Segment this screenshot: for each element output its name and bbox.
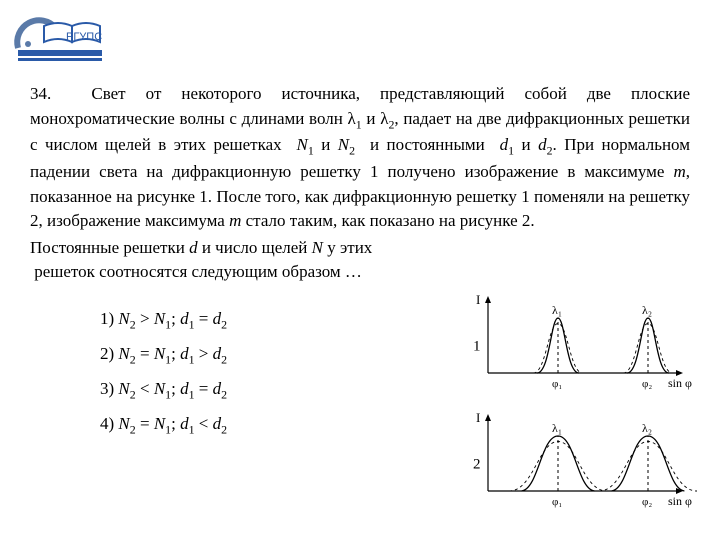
- svg-text:1: 1: [473, 339, 481, 355]
- problem-body: 34. Свет от некоторого источника, предст…: [30, 82, 690, 234]
- svg-text:I: I: [476, 410, 480, 425]
- diagrams-area: Isin φ 1 λ₁ φ₁ λ₂ φ₂ Isin φ 2 λ₁ φ₁ λ₂ φ₂: [468, 288, 698, 524]
- diagram-2: Isin φ 2 λ₁ φ₁ λ₂ φ₂: [468, 406, 698, 516]
- svg-text:λ₂: λ₂: [642, 421, 652, 435]
- svg-text:sin φ: sin φ: [668, 376, 692, 390]
- svg-text:φ₂: φ₂: [642, 496, 652, 508]
- svg-text:I: I: [476, 292, 480, 307]
- svg-text:φ₁: φ₁: [552, 496, 562, 508]
- svg-text:λ₁: λ₁: [552, 303, 562, 317]
- logo-text: РГУПС: [66, 31, 102, 43]
- svg-text:φ₂: φ₂: [642, 378, 652, 390]
- university-logo: РГУПС: [12, 8, 102, 68]
- svg-text:φ₁: φ₁: [552, 378, 562, 390]
- svg-text:λ₂: λ₂: [642, 303, 652, 317]
- diagram-1: Isin φ 1 λ₁ φ₁ λ₂ φ₂: [468, 288, 698, 398]
- svg-text:sin φ: sin φ: [668, 494, 692, 508]
- svg-text:λ₁: λ₁: [552, 421, 562, 435]
- problem-tail: Постоянные решетки d и число щелей N у э…: [30, 236, 690, 285]
- svg-text:2: 2: [473, 457, 481, 473]
- problem-number: 34.: [30, 84, 51, 103]
